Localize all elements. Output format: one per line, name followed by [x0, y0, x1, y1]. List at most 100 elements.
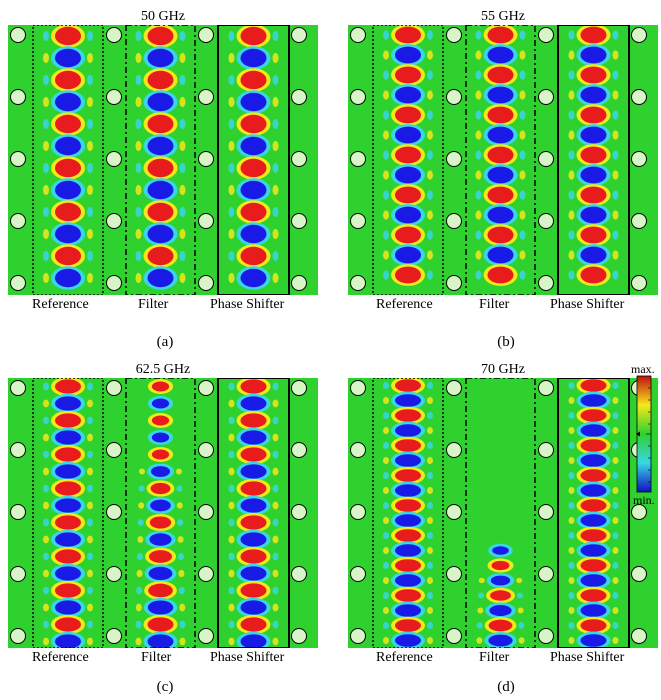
label-phase-shifter: Phase Shifter — [210, 297, 285, 312]
panel-d: 70 GHz Reference Filter Phase Shifter — [348, 362, 658, 665]
via-hole — [446, 151, 462, 167]
panel-label-c: (c) — [156, 679, 174, 695]
frequency-title: 70 GHz — [481, 362, 525, 377]
via-hole — [106, 442, 122, 458]
colorbar-min-label: min. — [633, 493, 655, 507]
via-hole — [631, 566, 647, 582]
via-hole — [538, 628, 554, 644]
label-filter: Filter — [479, 297, 510, 312]
via-hole — [291, 380, 307, 396]
via-hole — [106, 380, 122, 396]
label-phase-shifter: Phase Shifter — [550, 297, 625, 312]
via-hole — [631, 89, 647, 105]
field-pattern-reference — [43, 378, 93, 648]
via-hole — [631, 628, 647, 644]
via-hole — [350, 628, 366, 644]
via-hole — [198, 504, 214, 520]
field-pattern-reference — [43, 25, 93, 290]
via-hole — [10, 504, 26, 520]
field-pattern-filter — [475, 25, 526, 286]
section-outline-phase-shifter — [557, 378, 630, 648]
label-phase-shifter: Phase Shifter — [210, 650, 285, 665]
field-plot — [348, 25, 658, 295]
via-hole — [631, 504, 647, 520]
via-hole — [538, 27, 554, 43]
section-outline-filter — [125, 378, 196, 648]
via-hole — [291, 89, 307, 105]
via-hole — [446, 275, 462, 291]
via-hole — [291, 275, 307, 291]
via-hole — [198, 380, 214, 396]
via-hole — [538, 89, 554, 105]
via-hole — [198, 442, 214, 458]
section-outline-filter — [125, 25, 196, 295]
via-hole — [106, 27, 122, 43]
via-hole — [446, 89, 462, 105]
via-hole — [106, 89, 122, 105]
via-hole — [350, 566, 366, 582]
field-pattern-phase-shifter — [228, 25, 279, 290]
via-hole — [291, 628, 307, 644]
field-pattern-filter — [476, 543, 525, 648]
via-hole — [538, 504, 554, 520]
via-hole — [198, 275, 214, 291]
via-hole — [10, 213, 26, 229]
section-outline-filter — [465, 378, 536, 648]
via-hole — [631, 151, 647, 167]
via-hole — [291, 504, 307, 520]
via-hole — [198, 213, 214, 229]
via-hole — [350, 504, 366, 520]
via-hole — [446, 504, 462, 520]
field-pattern-reference — [383, 378, 433, 648]
via-hole — [291, 27, 307, 43]
via-hole — [446, 213, 462, 229]
via-hole — [198, 628, 214, 644]
via-hole — [10, 89, 26, 105]
section-outline-phase-shifter — [217, 378, 290, 648]
via-hole — [291, 151, 307, 167]
panel-label-a: (a) — [156, 334, 174, 350]
via-hole — [10, 380, 26, 396]
field-pattern-reference — [383, 25, 433, 286]
via-hole — [10, 442, 26, 458]
label-reference: Reference — [32, 650, 89, 665]
via-hole — [446, 380, 462, 396]
field-pattern-phase-shifter — [568, 25, 619, 286]
via-hole — [350, 380, 366, 396]
via-hole — [446, 27, 462, 43]
via-hole — [106, 151, 122, 167]
label-filter: Filter — [141, 650, 172, 665]
label-filter: Filter — [479, 650, 510, 665]
colorbar-max-label: max. — [631, 362, 655, 376]
via-hole — [291, 566, 307, 582]
via-hole — [538, 566, 554, 582]
via-hole — [106, 213, 122, 229]
via-hole — [291, 213, 307, 229]
label-phase-shifter: Phase Shifter — [550, 650, 625, 665]
via-hole — [446, 628, 462, 644]
field-pattern-filter — [135, 379, 186, 648]
frequency-title: 62.5 GHz — [135, 362, 191, 377]
via-hole — [350, 213, 366, 229]
via-hole — [538, 213, 554, 229]
section-outline-reference — [372, 25, 444, 295]
frequency-title: 55 GHz — [481, 9, 525, 24]
colorbar: max. min. — [630, 362, 660, 512]
via-hole — [446, 442, 462, 458]
via-hole — [198, 89, 214, 105]
via-hole — [350, 275, 366, 291]
via-hole — [10, 27, 26, 43]
panel-label-d: (d) — [497, 679, 515, 695]
label-reference: Reference — [32, 297, 89, 312]
via-hole — [106, 628, 122, 644]
section-outline-reference — [32, 378, 104, 648]
field-plot — [8, 378, 318, 648]
section-outline-reference — [372, 378, 444, 648]
via-hole — [198, 27, 214, 43]
via-hole — [538, 442, 554, 458]
via-hole — [631, 27, 647, 43]
via-hole — [538, 151, 554, 167]
via-hole — [10, 275, 26, 291]
via-hole — [106, 566, 122, 582]
field-pattern-phase-shifter — [228, 378, 279, 648]
